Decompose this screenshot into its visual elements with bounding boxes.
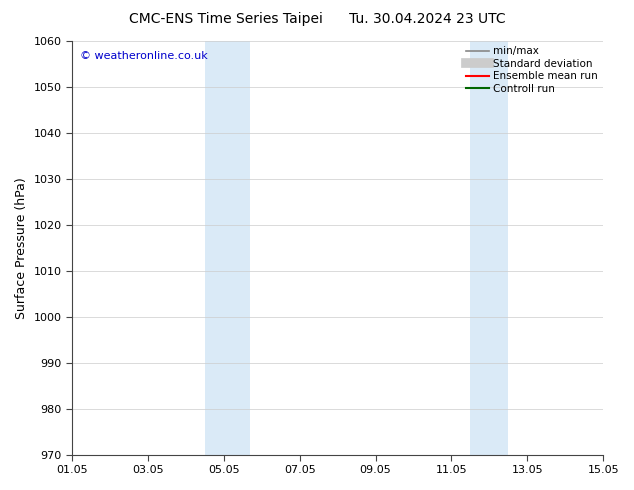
Bar: [470, 41, 508, 455]
Legend: min/max, Standard deviation, Ensemble mean run, Controll run: min/max, Standard deviation, Ensemble me…: [464, 44, 600, 96]
Y-axis label: Surface Pressure (hPa): Surface Pressure (hPa): [15, 177, 28, 318]
Text: © weatheronline.co.uk: © weatheronline.co.uk: [80, 51, 208, 61]
Bar: [205, 41, 250, 455]
Text: CMC-ENS Time Series Taipei      Tu. 30.04.2024 23 UTC: CMC-ENS Time Series Taipei Tu. 30.04.202…: [129, 12, 505, 26]
